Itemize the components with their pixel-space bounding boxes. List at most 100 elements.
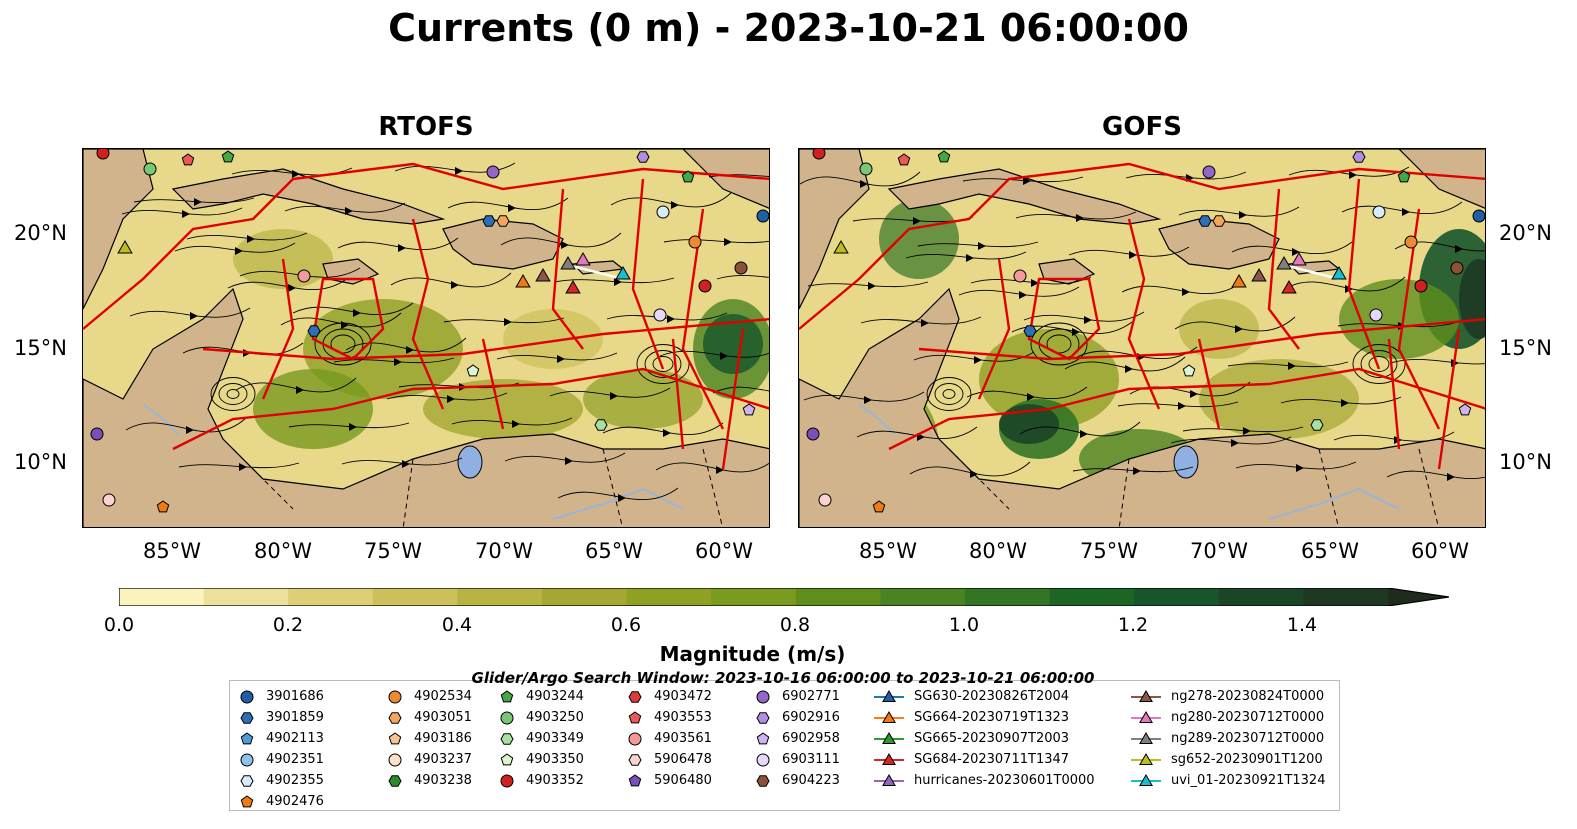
- legend-column: 4902534 4903051 4903186 4903237 4903238: [384, 686, 472, 791]
- argo-float-marker: [1202, 165, 1216, 179]
- legend-item: 6903111: [752, 749, 840, 770]
- landmass: [799, 287, 1485, 527]
- glider-marker: [615, 265, 631, 280]
- colorbar-tick: 0.6: [610, 614, 642, 636]
- glider-marker: [1276, 255, 1292, 270]
- lat-label-right-10: 10°N: [1499, 450, 1552, 474]
- argo-float-marker: [812, 149, 826, 160]
- legend-item-label: 6902916: [782, 710, 840, 725]
- argo-float-marker: [1310, 419, 1324, 431]
- legend-marker-icon: [388, 711, 402, 724]
- legend-item-label: 4903237: [414, 752, 472, 767]
- lake-maracaibo: [1173, 445, 1199, 479]
- argo-float-marker: [496, 215, 510, 227]
- argo-float-marker: [653, 308, 667, 322]
- legend-item-label: 4903349: [526, 731, 584, 746]
- argo-float-marker: [102, 493, 116, 507]
- legend-item-label: 3901859: [266, 710, 324, 725]
- argo-float-marker: [221, 150, 235, 163]
- argo-float-marker: [636, 151, 650, 163]
- lon-label-right-75: 75°W: [1080, 539, 1138, 563]
- legend-marker-icon: [874, 752, 904, 765]
- lake-maracaibo: [457, 445, 483, 479]
- legend-item-label: 4903186: [414, 731, 472, 746]
- legend-item: ng278-20230824T0000: [1129, 686, 1325, 707]
- colorbar-tick: 0.4: [441, 614, 473, 636]
- legend-item: 5906480: [624, 770, 712, 791]
- legend-column: 4903244 4903250 4903349 4903350 4903352: [496, 686, 584, 791]
- lat-label-right-20: 20°N: [1499, 221, 1552, 245]
- argo-float-marker: [466, 364, 480, 377]
- legend-marker-icon: [1131, 731, 1161, 744]
- legend-marker-icon: [874, 773, 904, 786]
- landmass: [887, 168, 1162, 225]
- map-gofs[interactable]: [798, 148, 1486, 528]
- legend-column: 4903472 4903553 4903561 5906478 5906480: [624, 686, 712, 791]
- legend-item: SG665-20230907T2003: [872, 728, 1095, 749]
- lon-label-right-80: 80°W: [969, 539, 1027, 563]
- legend-item-label: 4903561: [654, 731, 712, 746]
- legend-item: 4903186: [384, 728, 472, 749]
- legend-item-label: 6904223: [782, 773, 840, 788]
- legend-item: 4903051: [384, 707, 472, 728]
- country-border: [1318, 448, 1340, 527]
- legend-item: 4903244: [496, 686, 584, 707]
- argo-float-marker: [681, 170, 695, 183]
- lat-label-right-15: 15°N: [1499, 336, 1552, 360]
- lon-label-right-60: 60°W: [1411, 539, 1469, 563]
- legend-item: 4903352: [496, 770, 584, 791]
- map-rtofs[interactable]: [82, 148, 770, 528]
- legend-marker-icon: [388, 731, 402, 744]
- legend-marker-icon: [874, 689, 904, 702]
- legend-item-label: ng280-20230712T0000: [1171, 710, 1325, 725]
- glider-marker: [1251, 267, 1267, 282]
- lon-label-left-85: 85°W: [143, 539, 201, 563]
- legend-item: 4902351: [236, 749, 324, 770]
- landmass: [83, 149, 154, 310]
- legend-item-label: 3901686: [266, 689, 324, 704]
- float-markers: [90, 149, 769, 513]
- argo-float-marker: [872, 500, 886, 513]
- legend-item-label: ng278-20230824T0000: [1171, 689, 1325, 704]
- legend-item: hurricanes-20230601T0000: [872, 770, 1095, 791]
- argo-float-marker: [818, 493, 832, 507]
- legend-item: 4902476: [236, 791, 324, 812]
- legend-item-label: 4903350: [526, 752, 584, 767]
- eez-boundaries: [83, 162, 769, 470]
- legend-item-label: SG665-20230907T2003: [914, 731, 1070, 746]
- legend-item: 4903553: [624, 707, 712, 728]
- legend-item: 6902916: [752, 707, 840, 728]
- lon-label-left-75: 75°W: [364, 539, 422, 563]
- glider-marker: [1281, 279, 1297, 294]
- country-border: [1418, 448, 1440, 527]
- argo-float-marker: [1352, 151, 1366, 163]
- glider-marker: [535, 267, 551, 282]
- colorbar-tick: 0.0: [103, 614, 135, 636]
- lat-label-left-10: 10°N: [14, 450, 67, 474]
- argo-float-marker: [143, 162, 157, 176]
- lon-label-left-60: 60°W: [695, 539, 753, 563]
- argo-float-marker: [1212, 215, 1226, 227]
- legend-item-label: 4903238: [414, 773, 472, 788]
- legend-marker-icon: [500, 774, 514, 787]
- legend-item-label: sg652-20230901T1200: [1171, 752, 1323, 767]
- legend-marker-icon: [756, 711, 770, 724]
- landmass: [1398, 149, 1485, 209]
- legend-marker-icon: [240, 753, 254, 766]
- legend-item-label: 6902771: [782, 689, 840, 704]
- float-markers: [806, 149, 1485, 513]
- legend-item-label: 4903472: [654, 689, 712, 704]
- country-border: [1118, 458, 1130, 527]
- colorbar-tick: 1.0: [948, 614, 980, 636]
- argo-float-marker: [594, 419, 608, 431]
- river: [858, 403, 895, 435]
- legend-marker-icon: [500, 752, 514, 765]
- landmass: [799, 149, 870, 310]
- colorbar-tick: 1.2: [1117, 614, 1149, 636]
- legend-item-label: SG684-20230711T1347: [914, 752, 1070, 767]
- figure-title: Currents (0 m) - 2023-10-21 06:00:00: [388, 6, 1189, 50]
- legend-marker-icon: [756, 731, 770, 744]
- lon-label-left-70: 70°W: [475, 539, 533, 563]
- legend-item: SG664-20230719T1323: [872, 707, 1095, 728]
- legend-item-label: 4903051: [414, 710, 472, 725]
